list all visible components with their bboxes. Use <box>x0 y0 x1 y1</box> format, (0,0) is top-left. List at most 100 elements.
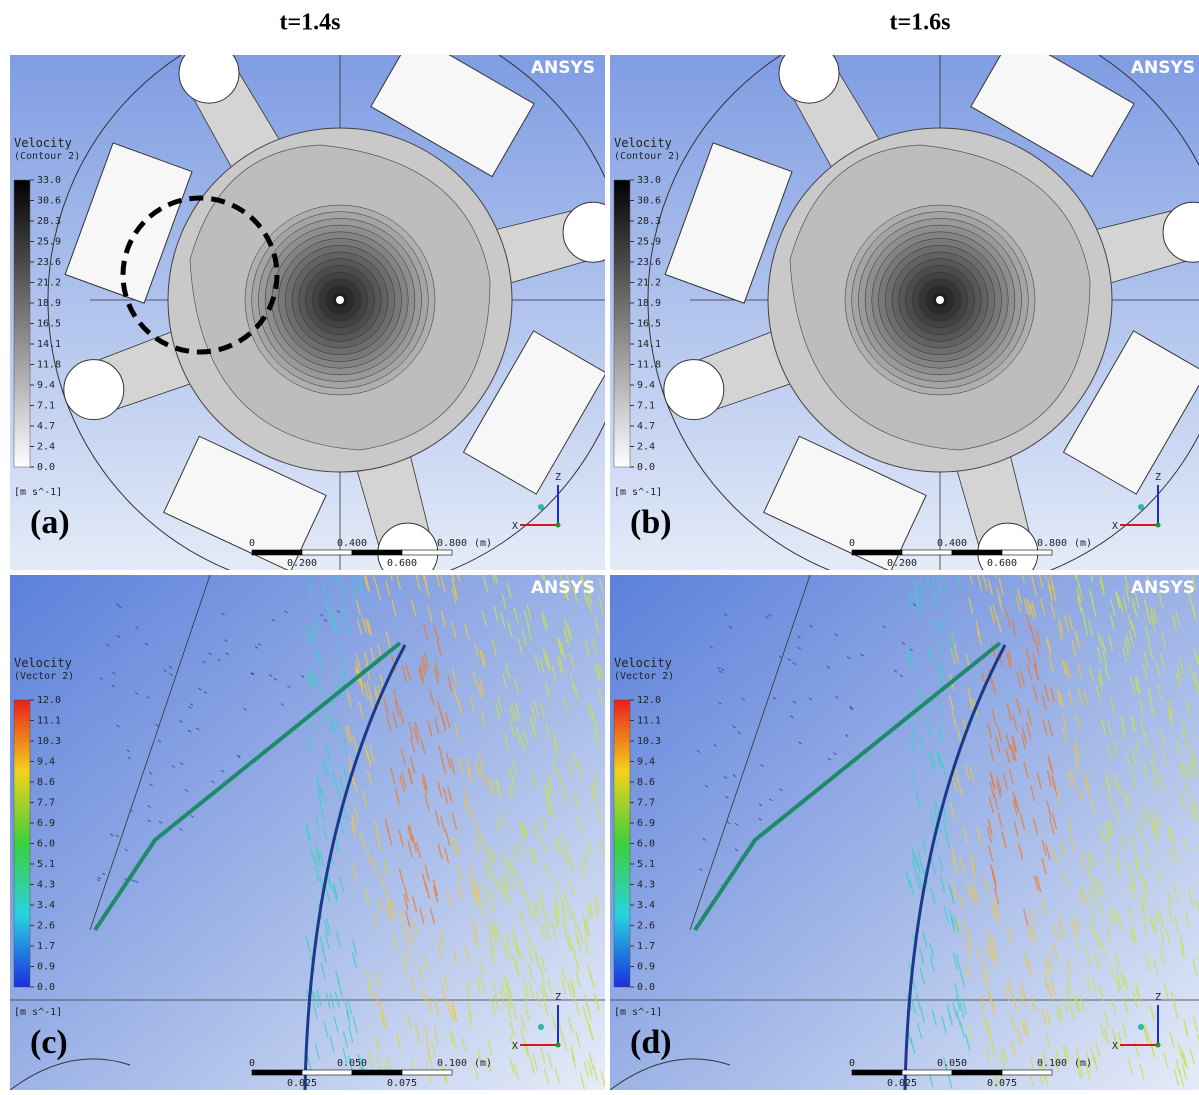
triad-y <box>1138 504 1144 510</box>
triad-origin <box>1156 523 1161 528</box>
legend-value: 0.0 <box>637 462 655 473</box>
triad-label: Z <box>1155 472 1161 483</box>
legend-value: 11.1 <box>37 716 61 727</box>
triad-origin <box>556 523 561 528</box>
scale-segment <box>302 550 352 555</box>
colorbar <box>614 180 630 467</box>
panel-label: (a) <box>30 504 70 541</box>
scale-segment <box>402 550 452 555</box>
legend-value: 1.7 <box>37 941 55 952</box>
legend-value: 4.3 <box>637 880 655 891</box>
legend-value: 18.9 <box>637 298 661 309</box>
legend-value: 1.7 <box>637 941 655 952</box>
triad-origin <box>1156 1043 1161 1048</box>
scale-label: 0.075 <box>387 1078 417 1089</box>
colorbar <box>14 180 30 467</box>
panel: ANSYSVelocity(Contour 2)33.030.628.325.9… <box>610 8 1199 592</box>
background <box>610 575 1199 1090</box>
scale-segment <box>852 550 902 555</box>
triad-label: Z <box>555 992 561 1003</box>
scale-label: 0.050 <box>337 1058 367 1069</box>
legend-value: 6.0 <box>37 839 55 850</box>
scale-segment <box>902 1070 952 1075</box>
legend-value: 3.4 <box>37 900 55 911</box>
scale-segment <box>1002 1070 1052 1075</box>
legend-value: 21.2 <box>37 278 61 289</box>
triad-y <box>538 1024 544 1030</box>
scale-label: 0.600 <box>387 558 417 569</box>
legend-value: 9.4 <box>37 380 55 391</box>
legend-unit: [m s^-1] <box>14 487 62 498</box>
legend-value: 6.9 <box>37 818 55 829</box>
legend-value: 14.1 <box>637 339 661 350</box>
legend-value: 11.8 <box>637 360 661 371</box>
legend-unit: [m s^-1] <box>614 487 662 498</box>
legend-value: 30.6 <box>37 196 61 207</box>
panel: ANSYSVelocity(Vector 2)12.011.110.39.48.… <box>610 559 1199 1090</box>
scale-unit: (m) <box>474 1058 492 1069</box>
legend-value: 0.9 <box>37 962 55 973</box>
legend-value: 9.4 <box>37 757 55 768</box>
column-title: t=1.6s <box>889 10 950 36</box>
scale-label: 0.400 <box>937 538 967 549</box>
hub <box>936 296 944 304</box>
scale-segment <box>302 1070 352 1075</box>
legend-value: 2.6 <box>637 921 655 932</box>
triad-label: Z <box>555 472 561 483</box>
legend-value: 30.6 <box>637 196 661 207</box>
legend-value: 7.1 <box>637 401 655 412</box>
nozzle <box>779 43 839 103</box>
scale-segment <box>402 1070 452 1075</box>
scale-label: 0.200 <box>287 558 317 569</box>
column-title: t=1.4s <box>279 10 340 36</box>
scale-label: 0 <box>849 538 855 549</box>
triad-label: X <box>512 1041 518 1052</box>
scale-segment <box>252 550 302 555</box>
legend-subtitle: (Contour 2) <box>14 151 80 162</box>
panel-label: (d) <box>630 1024 672 1061</box>
legend-unit: [m s^-1] <box>14 1007 62 1018</box>
legend-value: 6.0 <box>637 839 655 850</box>
hub <box>336 296 344 304</box>
legend-value: 0.0 <box>37 982 55 993</box>
triad-label: X <box>1112 1041 1118 1052</box>
legend-value: 25.9 <box>637 237 661 248</box>
legend-value: 0.9 <box>637 962 655 973</box>
legend-subtitle: (Vector 2) <box>614 671 674 682</box>
scale-label: 0.100 <box>1037 1058 1067 1069</box>
legend-value: 6.9 <box>637 818 655 829</box>
legend-value: 21.2 <box>637 278 661 289</box>
logo: ANSYS <box>531 578 595 598</box>
panel-label: (c) <box>30 1024 68 1061</box>
logo: ANSYS <box>1131 578 1195 598</box>
panel: ANSYSVelocity(Vector 2)12.011.110.39.48.… <box>10 560 605 1090</box>
legend-value: 11.1 <box>637 716 661 727</box>
legend-value: 5.1 <box>637 859 655 870</box>
legend-value: 9.4 <box>637 380 655 391</box>
legend-value: 12.0 <box>37 695 61 706</box>
scale-label: 0 <box>249 538 255 549</box>
scale-label: 0.800 <box>437 538 467 549</box>
triad-y <box>538 504 544 510</box>
scale-label: 0.025 <box>887 1078 917 1089</box>
legend-value: 11.8 <box>37 360 61 371</box>
legend-value: 4.7 <box>637 421 655 432</box>
scale-label: 0.100 <box>437 1058 467 1069</box>
scale-label: 0.075 <box>987 1078 1017 1089</box>
triad-label: Z <box>1155 992 1161 1003</box>
legend-value: 2.4 <box>637 442 655 453</box>
legend-value: 10.3 <box>637 736 661 747</box>
legend-value: 18.9 <box>37 298 61 309</box>
scale-label: 0.400 <box>337 538 367 549</box>
triad-y <box>1138 1024 1144 1030</box>
legend-value: 2.4 <box>37 442 55 453</box>
legend-value: 14.1 <box>37 339 61 350</box>
scale-label: 0.200 <box>887 558 917 569</box>
legend-value: 16.5 <box>37 319 61 330</box>
legend-value: 28.3 <box>637 216 661 227</box>
legend-value: 7.7 <box>37 798 55 809</box>
legend-title: Velocity <box>14 656 72 670</box>
panel: ANSYSVelocity(Contour 2)33.030.628.325.9… <box>10 8 632 592</box>
scale-segment <box>352 1070 402 1075</box>
legend-value: 2.6 <box>37 921 55 932</box>
